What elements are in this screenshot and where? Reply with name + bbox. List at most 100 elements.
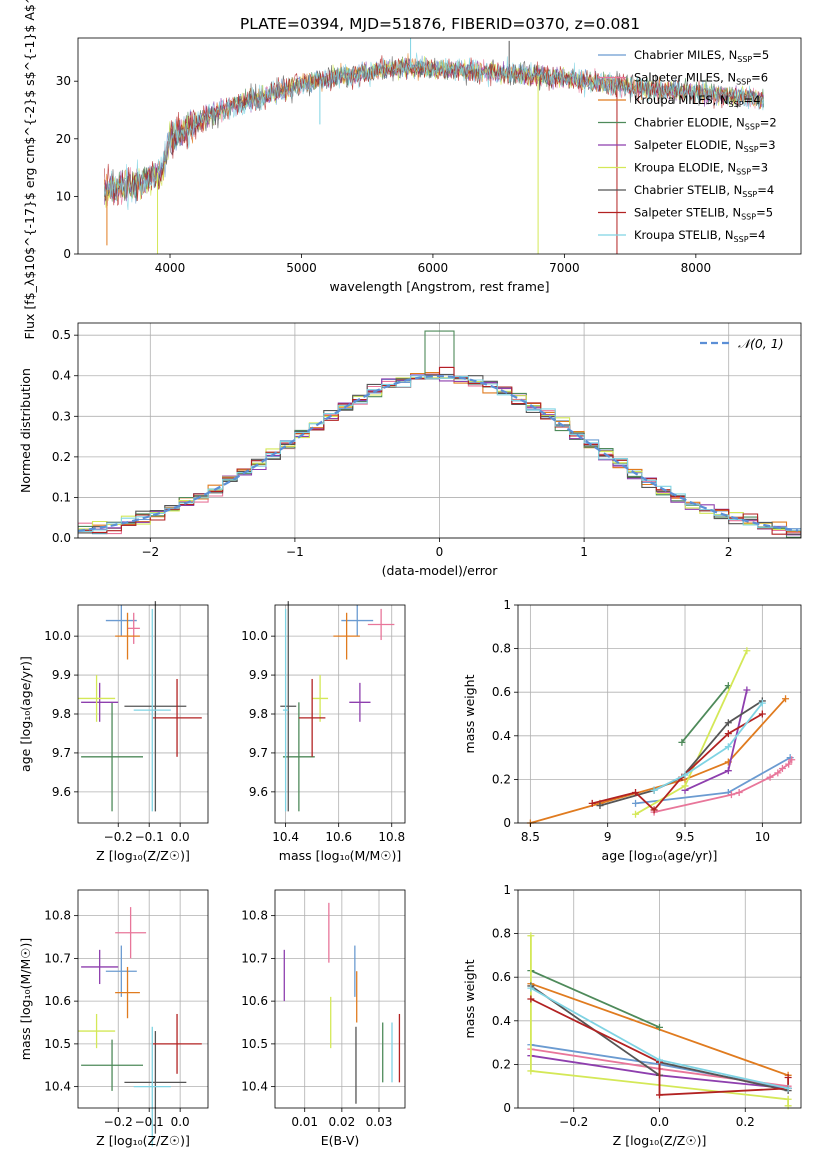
x-tick-label: 0.01 [291,1115,318,1129]
data-point [152,678,202,757]
normal-curve [78,375,799,532]
y-tick-label: 0.8 [492,927,511,941]
series-marker [785,760,793,768]
legend-entry: Salpeter MILES, NSSP=6 [634,71,768,87]
legend-label: Chabrier STELIB, N [634,183,742,197]
series-marker [784,1095,792,1103]
series-marker [527,1067,535,1075]
axes-frame [77,37,802,255]
x-axis-label: (data-model)/error [382,563,499,578]
legend-subscript: SSP [745,123,760,132]
x-tick-label: −2 [141,545,159,559]
series-marker [681,771,689,779]
chart-mass-weight-vs-Z: −0.2 0.0 0.2 0 0.2 0.4 0.6 0.8 1 Z [log₁₀(Z/Z☉)] m… [462,883,802,1148]
y-tick-label: 0.2 [492,1057,511,1071]
legend-entry: Chabrier STELIB, NSSP=4 [634,183,774,199]
y-tick-label: 10.7 [241,951,268,965]
legend-suffix: =4 [744,93,761,107]
x-tick-label: 0.0 [171,1115,190,1129]
legend-entry: Salpeter STELIB, NSSP=5 [634,206,773,222]
series-marker [678,738,686,746]
series-marker [656,1056,663,1064]
series-marker [650,786,658,794]
data-point [115,907,147,959]
plot-area [280,601,395,812]
series-marker [784,1084,792,1092]
y-tick-label: 0.4 [492,729,511,743]
data-point [312,675,329,722]
x-tick-label: 4000 [155,261,186,275]
data-point [280,601,297,812]
plot-area [527,932,792,1110]
series-marker [758,710,766,718]
legend-label: Salpeter ELODIE, N [634,138,744,152]
x-tick-label: 0.0 [650,1115,669,1129]
legend-label: Kroupa MILES, N [634,93,729,107]
x-tick-label: 0.2 [736,1115,755,1129]
data-point [124,1031,187,1134]
legend-label: 𝒩(0, 1) [738,336,784,351]
chart-age-vs-mass: 10.4 10.6 10.8 9.6 9.7 9.8 9.9 10.0 mass [log₁₀(… [241,601,406,863]
y-tick-label: 10.8 [44,909,71,923]
x-tick-label: 6000 [418,261,449,275]
y-tick-label: 20 [56,132,71,146]
x-axis-label: Z [log₁₀(Z/Z☉)] [96,1133,190,1148]
legend-subscript: SSP [734,235,749,244]
y-tick-label: 1 [503,598,511,612]
legend-subscript: SSP [744,145,759,154]
axes-frame [517,604,802,824]
y-tick-label: 10 [56,189,71,203]
x-tick-label: 10.6 [325,830,352,844]
series-marker [527,995,535,1003]
series-marker [632,788,640,796]
legend-entry: Kroupa ELODIE, NSSP=3 [634,161,768,177]
x-tick-label: −0.2 [104,1115,133,1129]
y-tick-label: 10.7 [44,951,71,965]
series-marker [527,984,535,992]
x-tick-label: 2 [725,545,733,559]
data-point [78,675,116,722]
x-tick-label: 9.5 [675,830,694,844]
data-point [152,1013,202,1074]
legend-suffix: =4 [757,183,774,197]
series-marker [778,765,786,772]
legend-label: Chabrier ELODIE, N [634,116,745,130]
x-tick-label: 10.4 [272,830,299,844]
legend-suffix: =5 [756,206,773,220]
axes-frame [517,889,802,1109]
y-tick-label: 0 [63,247,71,261]
y-tick-label: 0 [503,1101,511,1115]
y-axis-label: mass weight [462,959,477,1038]
data-point [298,678,326,757]
data-point [367,608,395,641]
y-tick-label: 0.4 [492,1014,511,1028]
plot-area [78,907,202,1147]
legend-suffix: =3 [751,161,768,175]
axes-frame [77,889,209,1109]
series-marker [650,806,658,814]
y-tick-label: 0.0 [52,531,71,545]
y-tick-label: 0.2 [492,772,511,786]
legend-subscript: SSP [741,213,756,222]
x-axis-label: Z [log₁₀(Z/Z☉)] [613,1133,707,1148]
series-marker [784,1073,792,1081]
legend-entry: Kroupa MILES, NSSP=4 [634,93,760,109]
series-line [653,702,764,792]
legend-suffix: =2 [760,116,777,130]
x-tick-label: −0.1 [135,830,164,844]
y-axis-label: age [log₁₀(age/yr)] [18,656,33,772]
y-tick-label: 9.6 [52,785,71,799]
y-tick-label: 10.0 [44,629,71,643]
plot-area [526,647,796,827]
data-point [349,682,371,722]
series-marker [774,769,782,777]
y-tick-label: 10.0 [241,629,268,643]
series-marker [596,802,604,810]
series-marker [727,791,735,799]
y-tick-label: 9.9 [52,668,71,682]
y-axis-label: Normed distribution [18,368,33,493]
axes-frame [274,604,406,824]
legend-label: Kroupa ELODIE, N [634,161,736,175]
plot-area [104,38,764,254]
